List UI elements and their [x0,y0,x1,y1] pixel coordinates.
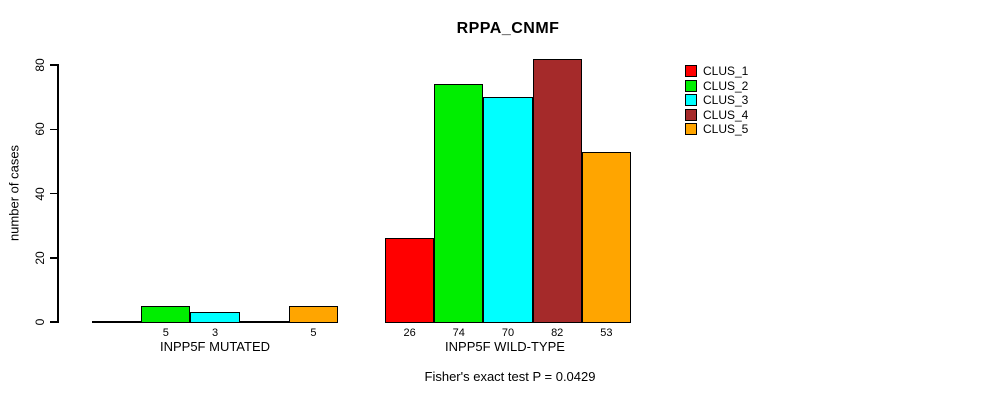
legend: CLUS_1 CLUS_2 CLUS_3 CLUS_4 CLUS_5 [685,64,748,137]
y-axis-tick [50,321,57,323]
chart-title: RPPA_CNMF [456,20,560,37]
y-axis-tick-label: 0 [33,318,47,326]
y-axis-tick-label: 80 [33,58,47,72]
bar-value-label: 53 [600,327,613,339]
y-axis-tick-label: 20 [33,251,47,265]
bar-value-label: 3 [211,327,219,339]
legend-label: CLUS_3 [703,93,749,108]
legend-label: CLUS_1 [703,64,749,79]
fisher-test-caption: Fisher's exact test P = 0.0429 [424,369,596,384]
bar-clus_4 [532,58,582,323]
y-axis-line [57,64,59,323]
y-axis-tick [50,257,57,259]
bar-clus_5 [288,305,338,323]
bar-clus_5 [581,151,631,323]
legend-label: CLUS_5 [703,122,749,137]
legend-row-clus_1: CLUS_1 [685,64,748,79]
legend-swatch-icon [685,94,697,107]
legend-swatch-icon [685,65,697,78]
bar-clus_3 [483,97,533,323]
bar-clus_2 [141,305,191,323]
legend-label: CLUS_4 [703,107,749,122]
bar-clus_3 [190,312,240,323]
legend-label: CLUS_2 [703,78,749,93]
x-group-label-mutated: INPP5F MUTATED [159,339,271,354]
legend-row-clus_3: CLUS_3 [685,93,748,108]
bar-value-label: 26 [403,327,416,339]
bar-value-label: 5 [310,327,317,339]
bar-value-label: 82 [551,327,564,339]
legend-swatch-icon [685,108,697,121]
bar-value-label: 70 [501,327,515,339]
legend-row-clus_2: CLUS_2 [685,79,748,94]
legend-swatch-icon [685,123,697,136]
y-axis-tick-label: 60 [33,122,47,136]
legend-row-clus_5: CLUS_5 [685,122,748,137]
y-axis-title: number of cases [6,144,22,242]
y-axis-tick [50,192,57,195]
x-group-label-wildtype: INPP5F WILD-TYPE [445,339,565,354]
y-axis-tick [50,128,57,130]
legend-swatch-icon [685,79,697,92]
bar-value-label: 74 [452,327,465,339]
y-axis-tick [50,64,57,66]
bar-value-label: 5 [162,327,169,339]
bar-clus_1 [385,238,435,323]
y-axis-tick-label: 40 [33,186,47,201]
legend-row-clus_4: CLUS_4 [685,108,748,123]
bar-clus_2 [434,84,484,323]
